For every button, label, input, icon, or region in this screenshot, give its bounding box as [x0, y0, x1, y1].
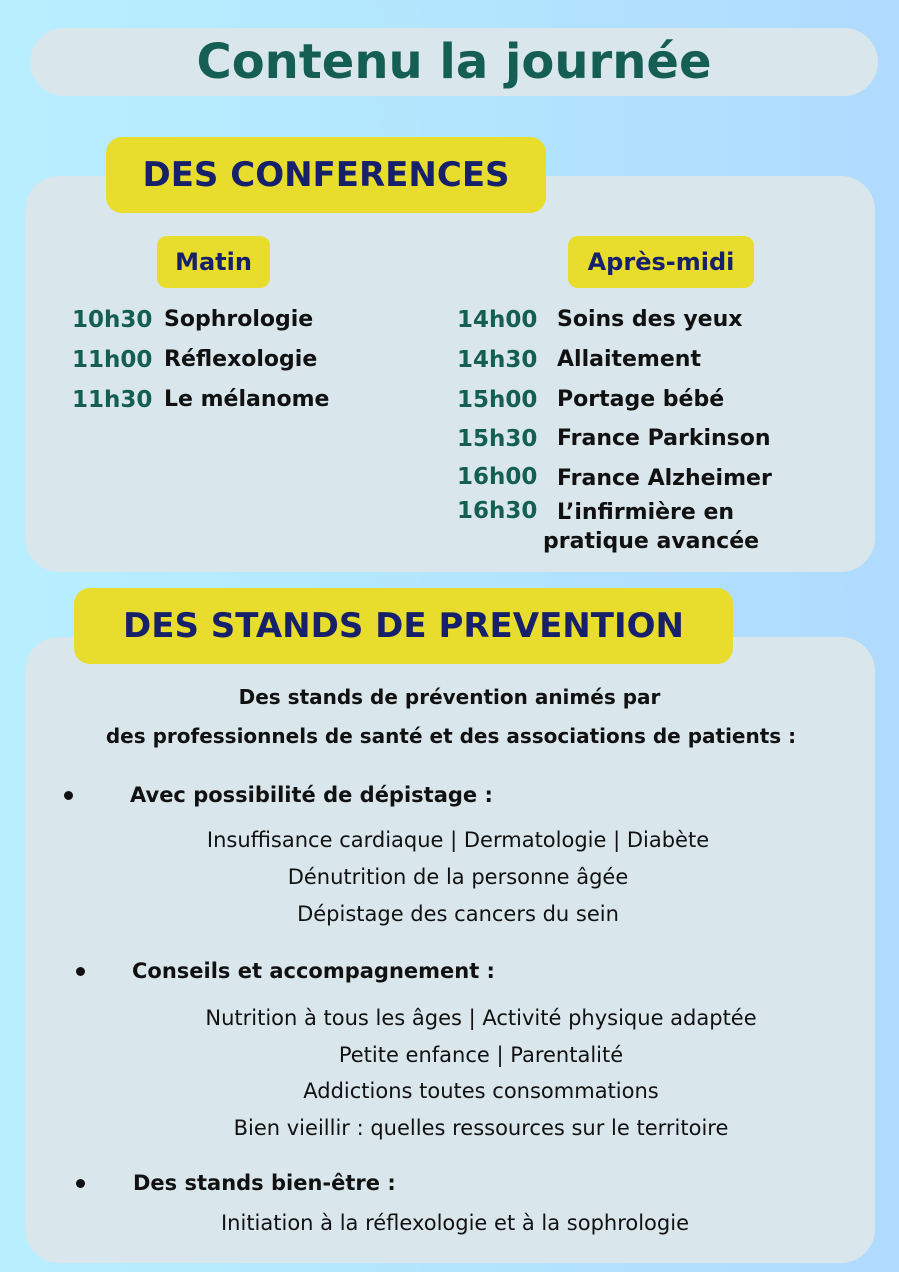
section-label: Avec possibilité de dépistage : [130, 783, 493, 807]
section-line: Dépistage des cancers du sein [297, 902, 619, 926]
section-line: Nutrition à tous les âges | Activité phy… [205, 1006, 757, 1030]
section-line: Insuffisance cardiaque | Dermatologie | … [206, 828, 710, 852]
schedule-time: 16h00 [457, 464, 538, 490]
page-title: Contenu la journée [196, 34, 712, 90]
schedule-topic: Sophrologie [164, 307, 314, 332]
section-line: Initiation à la réflexologie et à la sop… [220, 1211, 689, 1235]
schedule-time: 15h30 [457, 426, 538, 452]
bullet-icon [76, 967, 85, 976]
schedule-time: 16h30 [457, 498, 538, 524]
stands-intro: Des stands de prévention animés par [238, 685, 661, 709]
bullet-icon [76, 1179, 85, 1188]
schedule-time: 11h00 [72, 347, 153, 373]
schedule-time: 10h30 [72, 307, 153, 333]
schedule-topic: France Parkinson [557, 426, 771, 451]
section-line: Dénutrition de la personne âgée [287, 865, 629, 889]
stands-intro: des professionnels de santé et des assoc… [105, 724, 797, 748]
schedule-time: 14h00 [457, 307, 538, 333]
title-banner: Contenu la journée [30, 28, 878, 96]
section-line: Petite enfance | Parentalité [338, 1043, 624, 1067]
section-label: Des stands bien-être : [133, 1171, 396, 1195]
schedule-time: 15h00 [457, 387, 538, 413]
schedule-topic: Portage bébé [557, 387, 725, 412]
stands-heading: DES STANDS DE PREVENTION [74, 588, 733, 664]
conferences-heading: DES CONFERENCES [106, 137, 546, 213]
morning-label: Matin [157, 236, 270, 288]
section-line: Bien vieillir : quelles ressources sur l… [233, 1116, 729, 1140]
schedule-time: 14h30 [457, 347, 538, 373]
schedule-topic-continued: pratique avancée [543, 529, 760, 554]
stands-panel [25, 637, 875, 1263]
conferences-panel [25, 176, 875, 572]
schedule-topic: Le mélanome [164, 387, 330, 412]
schedule-topic: France Alzheimer [557, 466, 772, 491]
schedule-topic: Soins des yeux [557, 307, 743, 332]
schedule-topic: L’infirmière en [557, 500, 735, 525]
section-label: Conseils et accompagnement : [132, 959, 495, 983]
schedule-topic: Allaitement [557, 347, 701, 372]
bullet-icon [64, 791, 73, 800]
section-line: Addictions toutes consommations [303, 1079, 659, 1103]
schedule-topic: Réflexologie [164, 347, 318, 372]
afternoon-label: Après-midi [568, 236, 754, 288]
schedule-time: 11h30 [72, 387, 153, 413]
